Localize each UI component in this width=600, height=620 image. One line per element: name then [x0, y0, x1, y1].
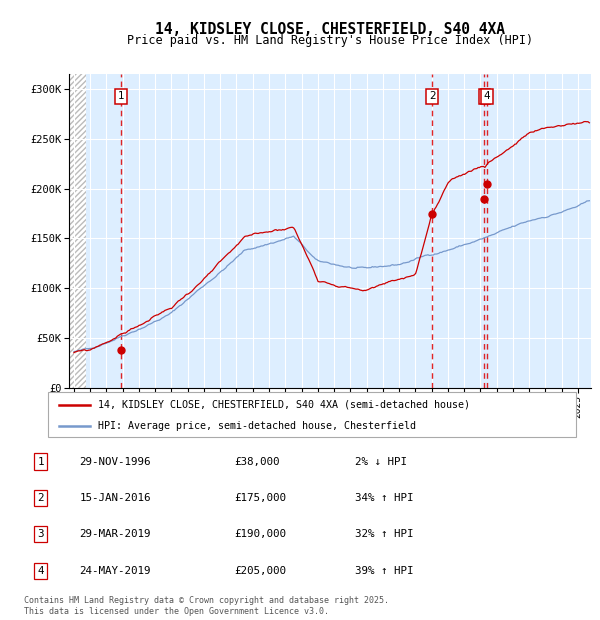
- Text: 3: 3: [37, 529, 44, 539]
- Text: 32% ↑ HPI: 32% ↑ HPI: [355, 529, 414, 539]
- Text: 1: 1: [118, 91, 125, 101]
- Text: 39% ↑ HPI: 39% ↑ HPI: [355, 566, 414, 576]
- Text: 2% ↓ HPI: 2% ↓ HPI: [355, 456, 407, 466]
- Text: 29-NOV-1996: 29-NOV-1996: [79, 456, 151, 466]
- Text: 3: 3: [481, 91, 488, 101]
- Text: 2: 2: [37, 493, 44, 503]
- Bar: [69, 74, 86, 388]
- Text: 4: 4: [37, 566, 44, 576]
- Text: 24-MAY-2019: 24-MAY-2019: [79, 566, 151, 576]
- Text: 14, KIDSLEY CLOSE, CHESTERFIELD, S40 4XA (semi-detached house): 14, KIDSLEY CLOSE, CHESTERFIELD, S40 4XA…: [98, 399, 470, 410]
- Text: £38,000: £38,000: [234, 456, 279, 466]
- Text: 15-JAN-2016: 15-JAN-2016: [79, 493, 151, 503]
- Text: Contains HM Land Registry data © Crown copyright and database right 2025.
This d: Contains HM Land Registry data © Crown c…: [24, 596, 389, 616]
- Text: 1: 1: [37, 456, 44, 466]
- Text: 14, KIDSLEY CLOSE, CHESTERFIELD, S40 4XA: 14, KIDSLEY CLOSE, CHESTERFIELD, S40 4XA: [155, 22, 505, 37]
- Text: 4: 4: [484, 91, 490, 101]
- Text: £175,000: £175,000: [234, 493, 286, 503]
- Text: 34% ↑ HPI: 34% ↑ HPI: [355, 493, 414, 503]
- Text: £205,000: £205,000: [234, 566, 286, 576]
- Text: HPI: Average price, semi-detached house, Chesterfield: HPI: Average price, semi-detached house,…: [98, 421, 416, 431]
- FancyBboxPatch shape: [48, 392, 576, 437]
- Text: 29-MAR-2019: 29-MAR-2019: [79, 529, 151, 539]
- Text: £190,000: £190,000: [234, 529, 286, 539]
- Text: Price paid vs. HM Land Registry's House Price Index (HPI): Price paid vs. HM Land Registry's House …: [127, 34, 533, 47]
- Text: 2: 2: [429, 91, 436, 101]
